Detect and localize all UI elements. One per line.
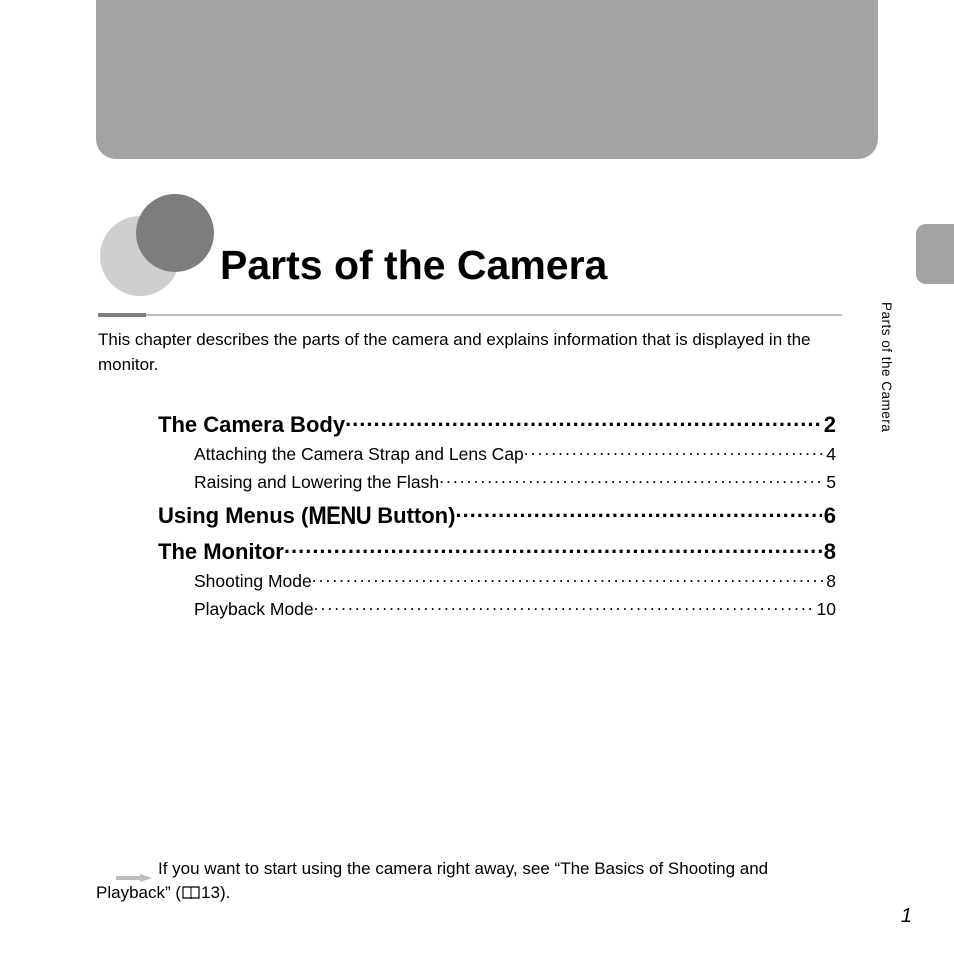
toc-page: 6 bbox=[822, 503, 836, 529]
toc-label: Playback Mode bbox=[194, 599, 314, 620]
chapter-icon bbox=[100, 194, 220, 304]
toc-entry: Shooting Mode 8 bbox=[194, 568, 836, 592]
toc-page: 10 bbox=[815, 599, 836, 620]
toc-page: 8 bbox=[822, 539, 836, 565]
toc-entry: Playback Mode 10 bbox=[194, 595, 836, 619]
toc-label: Raising and Lowering the Flash bbox=[194, 472, 439, 493]
side-tab bbox=[916, 224, 954, 284]
arrow-icon bbox=[116, 865, 152, 873]
toc-label: Using Menus (MENU Button) bbox=[158, 503, 455, 529]
toc-page: 5 bbox=[824, 472, 836, 493]
chapter-title: Parts of the Camera bbox=[220, 242, 607, 289]
toc-entry: The Monitor 8 bbox=[158, 535, 836, 565]
toc-label: Attaching the Camera Strap and Lens Cap bbox=[194, 444, 524, 465]
toc-entry: Using Menus (MENU Button) 6 bbox=[158, 499, 836, 529]
note-text-suffix: ). bbox=[220, 883, 230, 902]
toc-entry: Raising and Lowering the Flash 5 bbox=[194, 468, 836, 492]
toc-leader bbox=[345, 408, 822, 432]
toc-label: The Monitor bbox=[158, 539, 284, 565]
toc-page: 4 bbox=[824, 444, 836, 465]
decorative-circle-front bbox=[136, 194, 214, 272]
chapter-banner bbox=[96, 0, 878, 159]
toc-leader bbox=[312, 568, 825, 587]
chapter-intro: This chapter describes the parts of the … bbox=[98, 328, 842, 377]
toc-label: The Camera Body bbox=[158, 412, 345, 438]
title-rule bbox=[98, 314, 842, 316]
title-rule-accent bbox=[98, 313, 146, 317]
getting-started-note: If you want to start using the camera ri… bbox=[96, 857, 842, 906]
table-of-contents: The Camera Body 2 Attaching the Camera Str… bbox=[158, 402, 836, 620]
toc-leader bbox=[439, 468, 824, 487]
manual-page: Parts of the Camera Parts of the Camera … bbox=[0, 0, 954, 954]
toc-entry: Attaching the Camera Strap and Lens Cap 4 bbox=[194, 441, 836, 465]
toc-page: 2 bbox=[822, 412, 836, 438]
menu-button-glyph: MENU bbox=[308, 501, 371, 531]
toc-label: Shooting Mode bbox=[194, 571, 312, 592]
toc-page: 8 bbox=[824, 571, 836, 592]
toc-entry: The Camera Body 2 bbox=[158, 408, 836, 438]
toc-leader bbox=[455, 499, 821, 523]
toc-leader bbox=[314, 595, 815, 614]
note-page-ref: 13 bbox=[201, 883, 220, 902]
toc-leader bbox=[524, 441, 824, 460]
toc-leader bbox=[284, 535, 822, 559]
page-number: 1 bbox=[901, 905, 912, 928]
book-icon bbox=[182, 883, 200, 897]
side-chapter-label: Parts of the Camera bbox=[880, 302, 894, 432]
